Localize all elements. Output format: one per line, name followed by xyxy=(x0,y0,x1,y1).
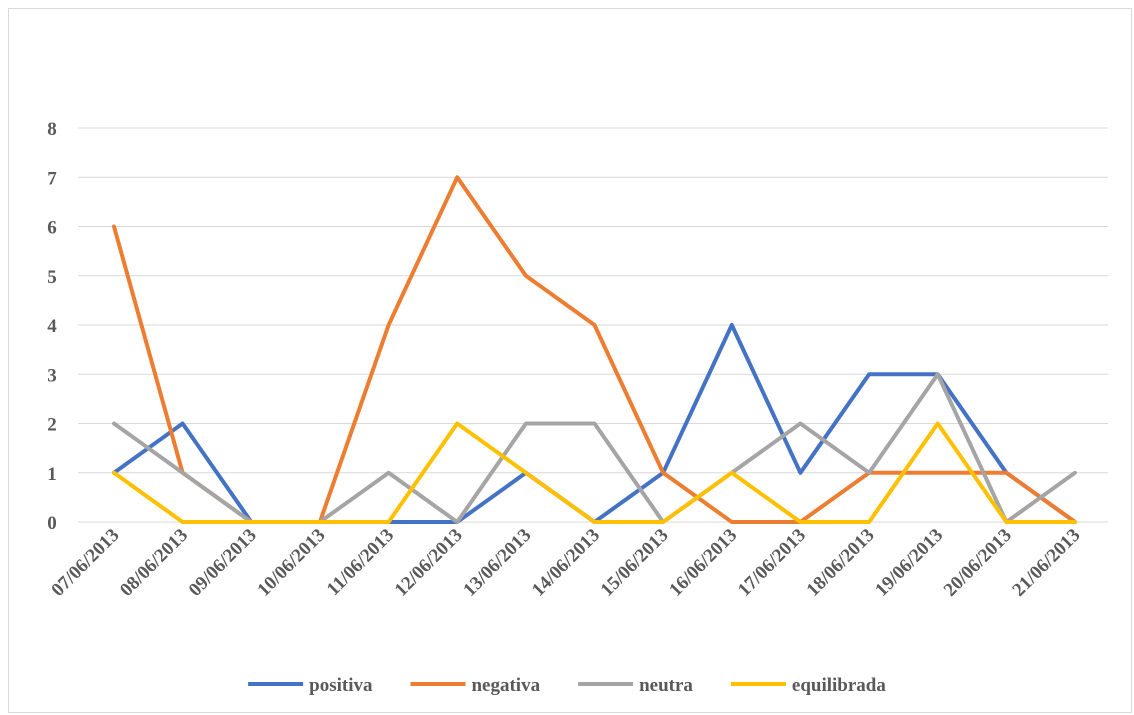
y-tick-label: 0 xyxy=(47,513,57,534)
x-tick-label: 16/06/2013 xyxy=(665,525,741,601)
x-tick-label: 09/06/2013 xyxy=(185,525,261,601)
x-tick-label: 20/06/2013 xyxy=(940,525,1016,601)
y-tick-label: 8 xyxy=(47,119,57,140)
legend-item-neutra: neutra xyxy=(578,675,693,696)
y-tick-label: 3 xyxy=(47,365,57,386)
y-tick-label: 5 xyxy=(47,267,57,288)
legend-item-positiva: positiva xyxy=(248,675,373,696)
y-tick-label: 1 xyxy=(47,464,57,485)
series-line-neutra xyxy=(112,372,1077,524)
x-tick-label: 14/06/2013 xyxy=(528,525,604,601)
legend-label: negativa xyxy=(471,675,540,696)
x-tick-label: 11/06/2013 xyxy=(323,525,398,600)
legend-item-equilibrada: equilibrada xyxy=(730,675,886,696)
chart-area xyxy=(8,8,1132,713)
legend-item-negativa: negativa xyxy=(410,675,541,696)
x-axis-ticks: 07/06/201308/06/201309/06/201310/06/2013… xyxy=(47,525,1084,601)
legend-label: positiva xyxy=(309,675,373,696)
y-axis-ticks: 0 1 2 3 4 5 6 7 8 xyxy=(47,119,57,534)
x-tick-label: 10/06/2013 xyxy=(253,525,329,601)
series-lines xyxy=(112,175,1077,524)
legend-label: equilibrada xyxy=(792,675,886,696)
x-tick-label: 21/06/2013 xyxy=(1008,525,1084,601)
y-tick-label: 2 xyxy=(47,415,57,436)
y-tick-label: 4 xyxy=(47,316,57,337)
x-tick-label: 18/06/2013 xyxy=(803,525,879,601)
x-tick-label: 13/06/2013 xyxy=(459,525,535,601)
x-tick-label: 15/06/2013 xyxy=(597,525,673,601)
legend-label: neutra xyxy=(639,675,693,696)
x-tick-label: 08/06/2013 xyxy=(116,525,192,601)
legend: positiva negativa neutra equilibrada xyxy=(248,675,886,696)
x-tick-label: 19/06/2013 xyxy=(871,525,947,601)
x-tick-label: 12/06/2013 xyxy=(391,525,467,601)
y-tick-label: 6 xyxy=(47,218,57,239)
series-line-negativa xyxy=(112,175,1077,524)
x-tick-label: 17/06/2013 xyxy=(734,525,810,601)
x-tick-label: 07/06/2013 xyxy=(47,525,123,601)
series-line-equilibrada xyxy=(112,421,1077,524)
y-tick-label: 7 xyxy=(47,168,57,189)
